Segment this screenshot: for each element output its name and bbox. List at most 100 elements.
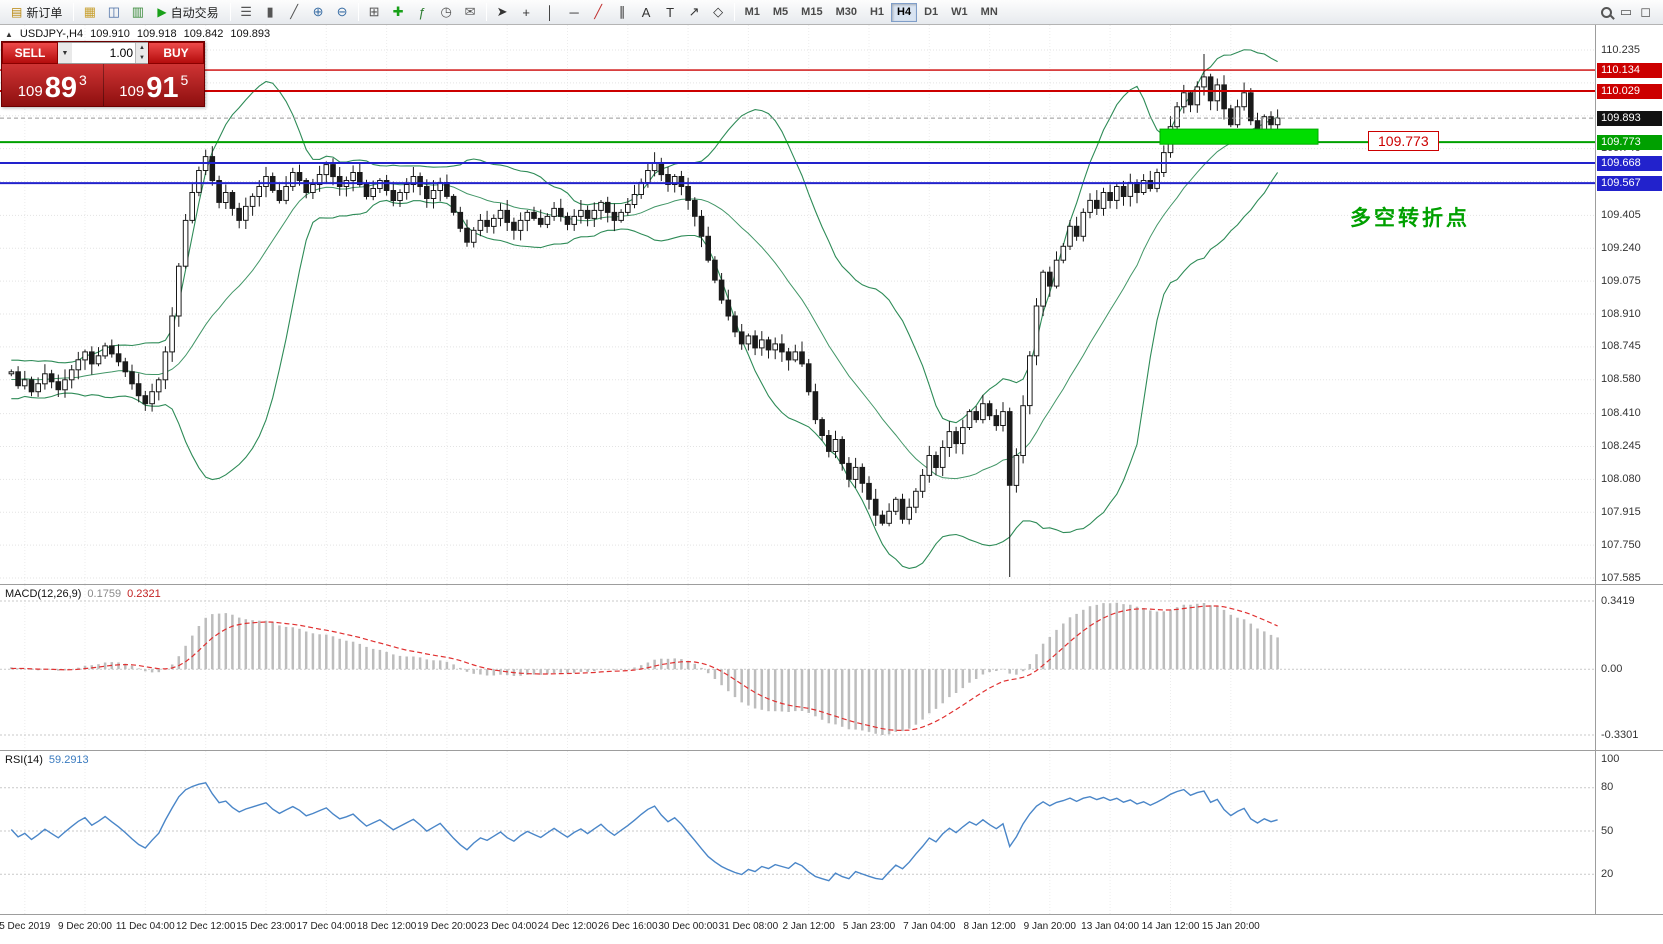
toolbar-separator [733,3,735,21]
macd-chart [0,585,1595,750]
rsi-axis-label: 50 [1601,824,1614,837]
main-plot[interactable]: ▲ USDJPY-,H4 109.910 109.918 109.842 109… [0,25,1595,584]
label-icon[interactable]: T [659,2,682,23]
line-chart-icon[interactable]: ╱ [283,2,306,23]
price-axis: 110.235109.740109.405109.240109.075108.9… [1595,25,1663,584]
time-axis-label: 19 Dec 20:00 [417,921,477,932]
autotrading-button[interactable]: ▶ 自动交易 [150,2,225,23]
indicators-icon[interactable]: ƒ [411,2,434,23]
new-chart-icon[interactable]: ✚ [387,2,410,23]
collapse-arrow-icon[interactable]: ▲ [5,30,13,39]
shapes-dropdown-icon[interactable]: ◇ [707,2,730,23]
lot-dropdown-button[interactable]: ▼ [58,43,72,63]
lot-spinner[interactable]: ▲ ▼ [135,43,148,63]
timeframe-d1[interactable]: D1 [918,3,944,22]
rsi-panel: RSI(14) 59.2913 100 80 50 20 [0,751,1663,915]
new-order-button-label: 新订单 [26,5,63,20]
tile-windows-icon[interactable]: ⊞ [363,2,386,23]
cursor-icon[interactable]: ➤ [491,2,514,23]
chinese-annotation-text: 多空转折点 [1350,207,1470,231]
timeframe-m15[interactable]: M15 [795,3,828,22]
timeframe-m1[interactable]: M1 [739,3,766,22]
macd-header: MACD(12,26,9) 0.1759 0.2321 [5,588,161,600]
horizontal-line-icon[interactable]: ─ [563,2,586,23]
trendline-icon[interactable]: ╱ [587,2,610,23]
timeframe-m30[interactable]: M30 [830,3,863,22]
price-axis-label: 109.075 [1601,274,1641,287]
sell-price[interactable]: 109 89 3 [2,64,103,106]
market-watch-icon[interactable]: ▥ [126,2,149,23]
macd-axis-label: 0.00 [1601,662,1623,675]
time-axis-label: 5 Dec 2019 [0,921,51,932]
price-tag: 109.668 [1597,155,1662,171]
spinner-down-icon[interactable]: ▼ [139,55,145,61]
period-icon[interactable]: ◷ [435,2,458,23]
rsi-axis-label: 20 [1601,867,1614,880]
toolbar-separator [357,3,359,21]
time-axis-label: 23 Dec 04:00 [477,921,537,932]
spinner-up-icon[interactable]: ▲ [139,45,145,51]
time-axis-label: 15 Jan 20:00 [1201,921,1260,932]
rsi-axis: 100 80 50 20 [1595,751,1663,914]
buy-price-prefix: 109 [119,83,145,100]
buy-price[interactable]: 109 91 5 [102,64,205,106]
buy-button[interactable]: BUY [148,42,204,64]
timeframe-h1[interactable]: H1 [864,3,890,22]
charts-icon[interactable]: ▦ [78,2,101,23]
timeframe-mn[interactable]: MN [975,3,1004,22]
text-icon[interactable]: A [635,2,658,23]
price-axis-label: 110.235 [1601,43,1640,56]
time-axis-label: 5 Jan 23:00 [842,921,896,932]
toolbar-separator [229,3,231,21]
time-axis-label: 24 Dec 12:00 [537,921,598,932]
macd-axis-label: 0.3419 [1601,594,1635,607]
macd-axis-label: -0.3301 [1601,728,1639,741]
crosshair-icon[interactable]: + [515,2,538,23]
rsi-plot[interactable]: RSI(14) 59.2913 [0,751,1595,914]
mail-icon[interactable]: ✉ [459,2,482,23]
rsi-label: RSI(14) [5,754,43,766]
bar-chart-icon[interactable]: ☰ [235,2,258,23]
sell-button[interactable]: SELL [2,42,58,64]
sell-price-sup: 3 [79,72,87,88]
time-axis-label: 9 Dec 20:00 [58,921,112,932]
time-axis-label: 13 Jan 04:00 [1081,921,1140,932]
one-click-trading-panel: SELL ▼ ▲ ▼ BUY 109 89 3 [1,41,205,107]
search-icon[interactable] [1600,6,1612,18]
trade-prices-row: 109 89 3 109 91 5 [2,64,204,106]
vertical-line-icon[interactable]: │ [539,2,562,23]
price-tag: 109.893 [1597,110,1662,126]
autotrading-icon: ▶ [157,5,167,19]
lot-size-input[interactable] [72,43,135,63]
price-axis-label: 108.080 [1601,472,1641,485]
price-tag: 110.029 [1597,83,1662,99]
time-axis-label: 7 Jan 04:00 [903,921,956,932]
candlestick-chart-icon[interactable]: ▮ [259,2,282,23]
channel-icon[interactable]: ∥ [611,2,634,23]
time-axis-label: 9 Jan 20:00 [1023,921,1076,932]
main-chart-panel: ▲ USDJPY-,H4 109.910 109.918 109.842 109… [0,25,1663,585]
price-axis-label: 108.580 [1601,373,1641,386]
zoom-in-icon[interactable]: ⊕ [307,2,330,23]
timeframe-m5[interactable]: M5 [767,3,794,22]
timeframe-w1[interactable]: W1 [945,3,974,22]
rsi-axis-label: 80 [1601,781,1614,794]
timeframe-h4[interactable]: H4 [891,2,918,22]
macd-plot[interactable]: MACD(12,26,9) 0.1759 0.2321 [0,585,1595,750]
rsi-header: RSI(14) 59.2913 [5,754,89,766]
sell-price-prefix: 109 [17,83,43,100]
new-order-button[interactable]: ▤ 新订单 [4,2,69,23]
price-annotation-label[interactable]: 109.773 [1368,131,1439,152]
profiles-icon[interactable]: ◫ [102,2,125,23]
quote-close: 109.893 [230,28,271,40]
time-axis[interactable]: 5 Dec 2019 9 Dec 20:00 11 Dec 04:00 12 Dec … [0,915,1663,944]
buy-price-large: 91 [146,72,179,105]
pointer-window-icon[interactable]: ◻ [1640,4,1651,19]
toolbar-separator [73,3,75,21]
window-cursor-icon[interactable]: ▭ [1619,4,1633,19]
arrow-tool-icon[interactable]: ↗ [683,2,706,23]
buy-price-sup: 5 [180,72,189,88]
zoom-out-icon[interactable]: ⊖ [331,2,354,23]
price-axis-label: 108.245 [1601,440,1641,452]
